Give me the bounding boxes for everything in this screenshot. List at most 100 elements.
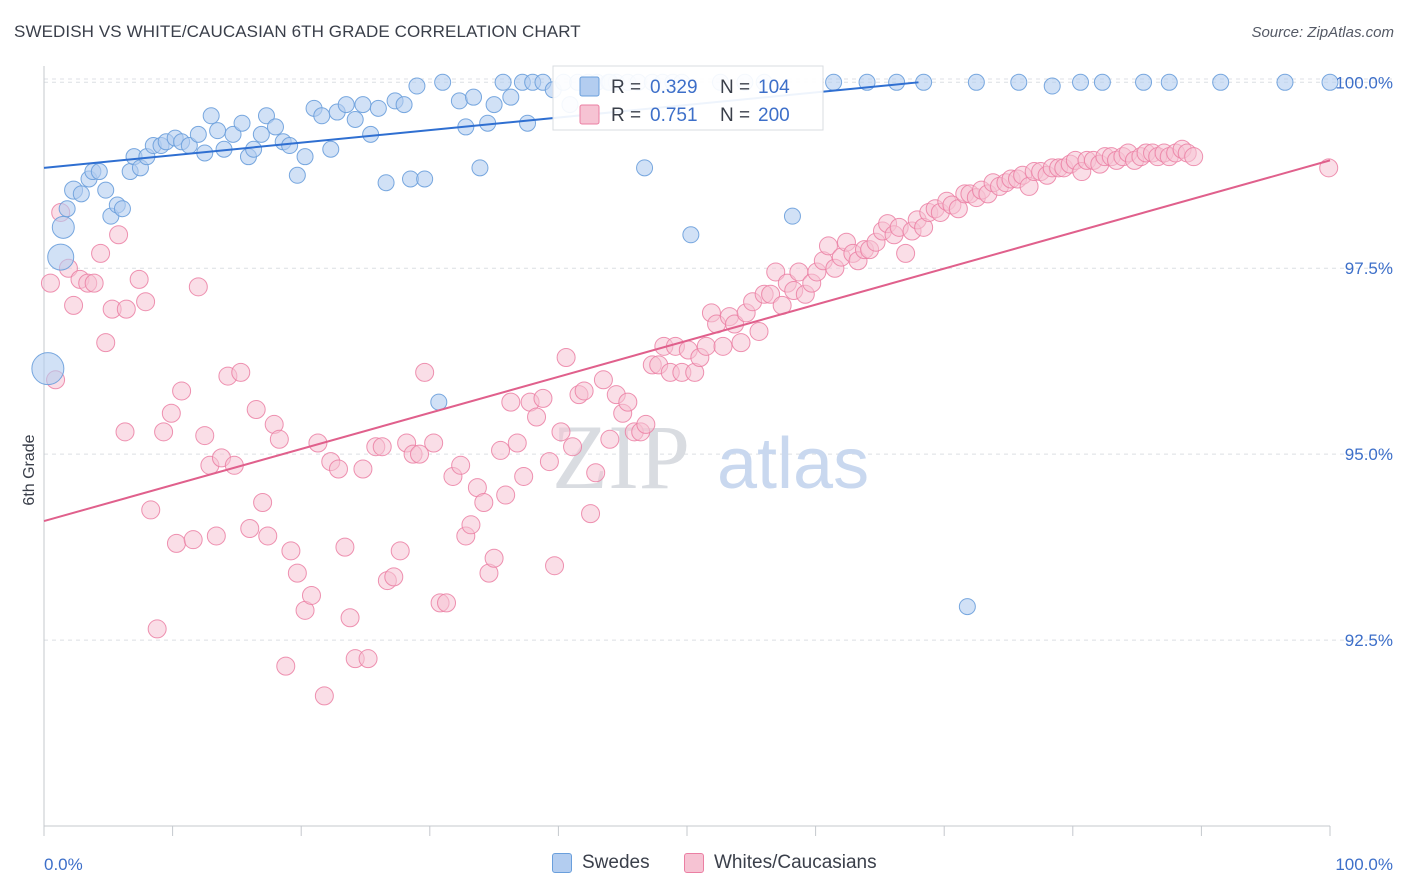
whites-point: [246, 400, 266, 420]
whites-point: [437, 593, 457, 613]
whites-point: [335, 537, 355, 557]
axes: [43, 66, 1331, 836]
whites-point: [308, 433, 328, 453]
whites-point: [109, 225, 129, 245]
legend-item-swedes[interactable]: Swedes: [552, 852, 650, 874]
whites-points: [40, 139, 1339, 706]
whites-point: [527, 407, 547, 427]
y-tick-labels: 92.5% 95.0% 97.5% 100.0%: [1335, 73, 1393, 650]
whites-point: [96, 333, 116, 353]
swedes-point: [783, 207, 801, 225]
whites-point: [141, 500, 161, 520]
y-axis-label: 6th Grade: [21, 434, 38, 505]
whites-point: [358, 649, 378, 669]
whites-point: [539, 452, 559, 472]
bottom-legend: Swedes Whites/Caucasians: [0, 852, 1406, 878]
watermark-atlas: atlas: [717, 424, 869, 504]
whites-trend-line: [43, 159, 1331, 523]
whites-point: [183, 530, 203, 550]
swedes-point: [1072, 73, 1090, 91]
swedes-point: [465, 88, 483, 106]
swedes-point: [113, 200, 131, 218]
swedes-point: [245, 140, 263, 158]
swedes-point: [354, 96, 372, 114]
stats-legend-swatch: [579, 76, 600, 97]
swedes-point: [1093, 73, 1111, 91]
legend-item-whites[interactable]: Whites/Caucasians: [684, 852, 877, 874]
whites-point: [766, 262, 786, 282]
whites-point: [340, 608, 360, 628]
swedes-point: [485, 96, 503, 114]
whites-point: [586, 463, 606, 483]
stats-legend-r-value: 0.751: [650, 105, 698, 126]
swedes-point: [471, 159, 489, 177]
whites-point: [172, 381, 192, 401]
y-tick-label: 92.5%: [1345, 631, 1393, 650]
source-credit: Source: ZipAtlas.com: [1251, 24, 1394, 41]
whites-point: [761, 284, 781, 304]
legend-label-whites: Whites/Caucasians: [714, 852, 877, 873]
stats-legend-n-value: 200: [758, 105, 790, 126]
whites-point: [574, 381, 594, 401]
whites-point: [551, 422, 571, 442]
whites-point: [314, 686, 334, 706]
swedes-point: [202, 107, 220, 125]
swedes-point: [434, 73, 452, 91]
swedes-point: [450, 92, 468, 110]
whites-point: [896, 243, 916, 263]
legend-label-swedes: Swedes: [582, 852, 650, 873]
whites-point: [818, 236, 838, 256]
whites-point: [415, 362, 435, 382]
swedes-point: [1043, 77, 1061, 95]
whites-point: [600, 429, 620, 449]
whites-point: [136, 292, 156, 312]
whites-point: [581, 504, 601, 524]
swedes-point: [369, 99, 387, 117]
whites-point: [545, 556, 565, 576]
whites-point: [258, 526, 278, 546]
whites-point: [161, 403, 181, 423]
whites-point: [1184, 147, 1204, 167]
whites-point: [188, 277, 208, 297]
swedes-point: [47, 243, 75, 271]
whites-point: [166, 533, 186, 553]
whites-point: [129, 269, 149, 289]
whites-point: [533, 388, 553, 408]
stats-legend-n-label: N =: [720, 77, 750, 98]
whites-point: [206, 526, 226, 546]
stats-legend-r-label: R =: [611, 77, 641, 98]
swedes-point: [288, 166, 306, 184]
swedes-point: [233, 114, 251, 132]
swedes-point: [636, 159, 654, 177]
swedes-point: [224, 125, 242, 143]
swedes-point: [416, 170, 434, 188]
whites-point: [556, 347, 576, 367]
swedes-point: [257, 107, 275, 125]
whites-point: [696, 336, 716, 356]
whites-point: [384, 567, 404, 587]
stats-legend-r-value: 0.329: [650, 77, 698, 98]
chart-title: SWEDISH VS WHITE/CAUCASIAN 6TH GRADE COR…: [14, 22, 581, 41]
swedes-point: [72, 185, 90, 203]
swedes-point: [313, 107, 331, 125]
stats-legend: R = 0.329 N = 104 R = 0.751 N = 200: [552, 65, 824, 131]
whites-point: [501, 392, 521, 412]
swedes-point: [408, 77, 426, 95]
whites-point: [514, 466, 534, 486]
swedes-point: [322, 140, 340, 158]
swedes-point: [395, 96, 413, 114]
whites-point: [410, 444, 430, 464]
whites-point: [64, 295, 84, 315]
swedes-point: [252, 125, 270, 143]
whites-point: [593, 370, 613, 390]
swedes-point: [377, 174, 395, 192]
whites-point: [474, 492, 494, 512]
whites-point: [328, 459, 348, 479]
swedes-point: [502, 88, 520, 106]
swedes-point: [51, 215, 75, 239]
swedes-point: [1010, 73, 1028, 91]
whites-point: [713, 336, 733, 356]
whites-point: [491, 440, 511, 460]
swedes-point: [967, 73, 985, 91]
whites-point: [91, 243, 111, 263]
